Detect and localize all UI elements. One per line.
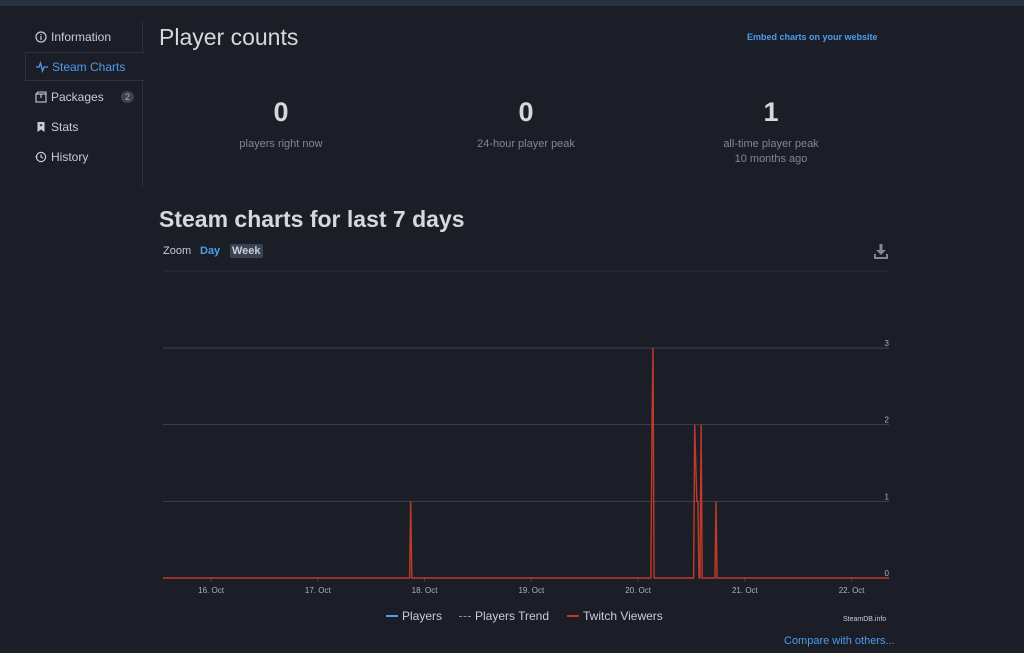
download-icon[interactable] xyxy=(874,244,888,259)
zoom-day-button[interactable]: Day xyxy=(200,245,221,257)
top-bar xyxy=(0,0,1024,6)
compare-with-others-link[interactable]: Compare with others... xyxy=(784,635,895,647)
x-tick-label: 18. Oct xyxy=(412,586,439,595)
embed-charts-link[interactable]: Embed charts on your website xyxy=(747,32,878,42)
stat-value: 1 xyxy=(763,97,779,127)
x-tick-label: 20. Oct xyxy=(625,586,652,595)
sidebar-item-label: Stats xyxy=(51,119,79,134)
sidebar-item-stats[interactable]: Stats xyxy=(25,112,143,141)
legend-twitch-viewers[interactable]: Twitch Viewers xyxy=(567,609,663,623)
stat-value: 0 xyxy=(273,97,289,127)
x-tick-label: 16. Oct xyxy=(198,586,225,595)
zoom-label: Zoom xyxy=(163,245,192,257)
legend-swatch xyxy=(567,615,579,617)
y-tick-label: 3 xyxy=(885,339,890,348)
stat-all-time-peak: 1 all-time player peak 10 months ago xyxy=(671,97,871,167)
sidebar: Information Steam Charts Packages 2 Stat… xyxy=(25,22,144,187)
stat-label: players right now xyxy=(239,138,323,150)
legend-label: Players xyxy=(402,609,443,623)
legend-players[interactable]: Players xyxy=(386,609,442,623)
legend-label: Players Trend xyxy=(475,609,550,623)
x-tick-label: 21. Oct xyxy=(732,586,759,595)
sidebar-item-history[interactable]: History xyxy=(25,142,143,171)
legend-players-trend[interactable]: Players Trend xyxy=(459,609,549,623)
sidebar-item-label: Steam Charts xyxy=(52,59,126,74)
info-icon xyxy=(35,30,47,43)
x-tick-label: 22. Oct xyxy=(839,586,866,595)
chart-credit: SteamDB.info xyxy=(843,616,887,623)
bookmark-icon xyxy=(37,121,45,132)
pulse-icon xyxy=(36,60,48,73)
sidebar-item-packages[interactable]: Packages 2 xyxy=(25,82,143,111)
stat-players-now: 0 players right now xyxy=(181,97,381,152)
charts-section-title: Steam charts for last 7 days xyxy=(159,206,465,232)
stat-label: all-time player peak xyxy=(723,138,819,150)
sidebar-item-information[interactable]: Information xyxy=(25,22,143,51)
stat-24h-peak: 0 24-hour player peak xyxy=(426,97,626,152)
y-tick-label: 1 xyxy=(885,492,890,501)
x-tick-label: 19. Oct xyxy=(518,586,545,595)
series-line-twitch-viewers xyxy=(163,347,889,579)
zoom-week-button[interactable]: Week xyxy=(230,244,263,258)
legend-label: Twitch Viewers xyxy=(583,609,663,623)
sidebar-item-label: Information xyxy=(51,29,112,44)
stat-value: 0 xyxy=(518,97,534,127)
history-icon xyxy=(35,151,47,162)
x-tick-label: 17. Oct xyxy=(305,586,332,595)
sidebar-item-label: Packages xyxy=(51,89,104,104)
y-tick-label: 2 xyxy=(885,416,890,425)
box-icon xyxy=(35,90,47,103)
stat-label: 24-hour player peak xyxy=(477,138,575,150)
legend-swatch xyxy=(386,615,398,617)
stat-sublabel: 10 months ago xyxy=(734,153,808,165)
y-tick-label: 0 xyxy=(885,569,890,578)
sidebar-item-label: History xyxy=(51,149,89,164)
page-title: Player counts xyxy=(159,24,299,50)
packages-count-badge: 2 xyxy=(121,91,135,103)
sidebar-item-steam-charts[interactable]: Steam Charts xyxy=(25,52,144,81)
legend-swatch xyxy=(459,615,471,617)
